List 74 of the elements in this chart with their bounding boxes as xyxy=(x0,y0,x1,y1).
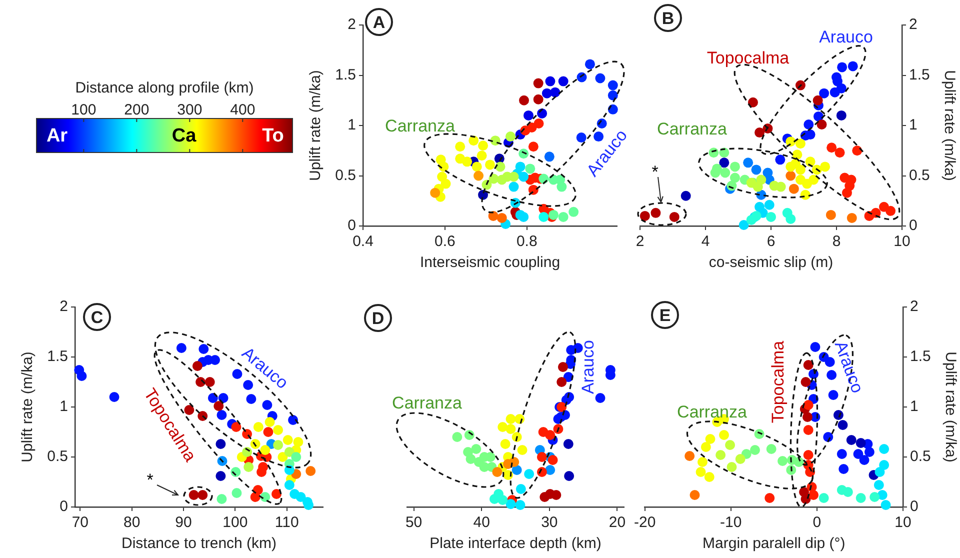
annotation: Arauco xyxy=(830,338,868,396)
x-tick-label: 50 xyxy=(405,514,422,532)
color-bar-label: 400 xyxy=(230,102,256,118)
y-tick-label: 0 xyxy=(910,498,918,516)
color-bar-label: 200 xyxy=(124,102,150,118)
text: D xyxy=(364,304,392,332)
annotation: B xyxy=(654,4,682,32)
y-tick-label: 0.5 xyxy=(47,448,68,466)
x-axis-title: Plate interface depth (km) xyxy=(430,535,602,552)
y-tick-label: 1.5 xyxy=(47,348,68,366)
y-axis-title: Uplift rate (m/ka) xyxy=(307,70,324,181)
x-tick-label: 80 xyxy=(123,514,140,532)
x-tick-label: 110 xyxy=(274,514,299,532)
x-axis-title: co-seismic slip (m) xyxy=(708,254,834,272)
x-tick-label: 100 xyxy=(222,514,248,532)
x-tick-label: 70 xyxy=(72,514,89,532)
annotation: Carranza xyxy=(677,402,747,422)
annotation: Topocalma xyxy=(768,340,788,424)
y-tick-label: 1.5 xyxy=(910,348,931,366)
y-tick-label: 2 xyxy=(60,298,68,316)
annotation: Arauco xyxy=(819,28,873,46)
annotation: C xyxy=(83,303,111,331)
y-axis-title: Uplift rate (m/ka) xyxy=(19,352,36,462)
y-tick-label: 0 xyxy=(909,217,918,234)
x-tick-label: 8 xyxy=(832,233,841,250)
x-tick-label: 0.6 xyxy=(434,233,456,250)
text: Ca xyxy=(172,126,196,146)
y-tick-label: 1 xyxy=(909,116,918,134)
y-tick-label: 0.5 xyxy=(910,448,931,466)
x-tick-label: 6 xyxy=(766,233,776,250)
y-tick-label: 0 xyxy=(60,498,68,516)
x-tick-label: 10 xyxy=(894,233,910,250)
x-tick-label: -10 xyxy=(720,514,742,532)
annotation: Arauco xyxy=(578,340,598,394)
annotation: Topocalma xyxy=(706,48,790,68)
color-bar-label: 100 xyxy=(71,102,96,118)
x-tick-label: 30 xyxy=(541,514,558,532)
x-tick-label: 0 xyxy=(812,514,822,532)
y-tick-label: 0.5 xyxy=(909,166,930,184)
x-tick-label: 4 xyxy=(701,233,710,250)
y-tick-label: 2 xyxy=(910,298,918,316)
x-tick-label: 20 xyxy=(608,514,626,532)
annotation: Carranza xyxy=(657,120,727,138)
y-tick-label: 1 xyxy=(910,398,918,416)
x-axis-title: Margin paralell dip (°) xyxy=(702,535,846,552)
x-tick-label: 90 xyxy=(175,514,192,532)
y-tick-label: 2 xyxy=(909,16,918,34)
y-tick-label: 1 xyxy=(60,398,68,416)
y-tick-label: 1 xyxy=(348,116,356,134)
y-tick-label: 0 xyxy=(348,217,356,234)
text: Ar xyxy=(46,126,68,146)
y-tick-label: 1.5 xyxy=(335,66,356,84)
annotation: A xyxy=(365,8,393,36)
y-axis-title: Uplift rate (m/ka) xyxy=(940,70,958,181)
y-tick-label: 2 xyxy=(348,16,356,34)
annotation: Carranza xyxy=(392,394,462,412)
text: To xyxy=(262,126,284,146)
x-tick-label: 2 xyxy=(636,233,644,250)
x-tick-label: -20 xyxy=(634,514,656,532)
annotation: E xyxy=(651,301,679,329)
annotation: * xyxy=(652,162,658,182)
y-axis-title: Uplift rate (m/ka) xyxy=(942,352,959,462)
annotation: Carranza xyxy=(385,116,455,136)
x-tick-label: 40 xyxy=(473,514,490,532)
x-tick-label: 10 xyxy=(894,514,912,532)
color-bar-title: Distance along profile (km) xyxy=(75,80,254,96)
x-axis-title: Interseismic coupling xyxy=(420,254,560,272)
x-axis-title: Distance to trench (km) xyxy=(121,535,277,552)
x-tick-label: 0.8 xyxy=(516,233,538,250)
y-tick-label: 1.5 xyxy=(909,66,930,84)
color-bar-label: 300 xyxy=(177,102,202,118)
x-tick-label: 0.4 xyxy=(352,233,374,250)
y-tick-label: 0.5 xyxy=(335,166,356,184)
annotation: * xyxy=(146,470,154,490)
